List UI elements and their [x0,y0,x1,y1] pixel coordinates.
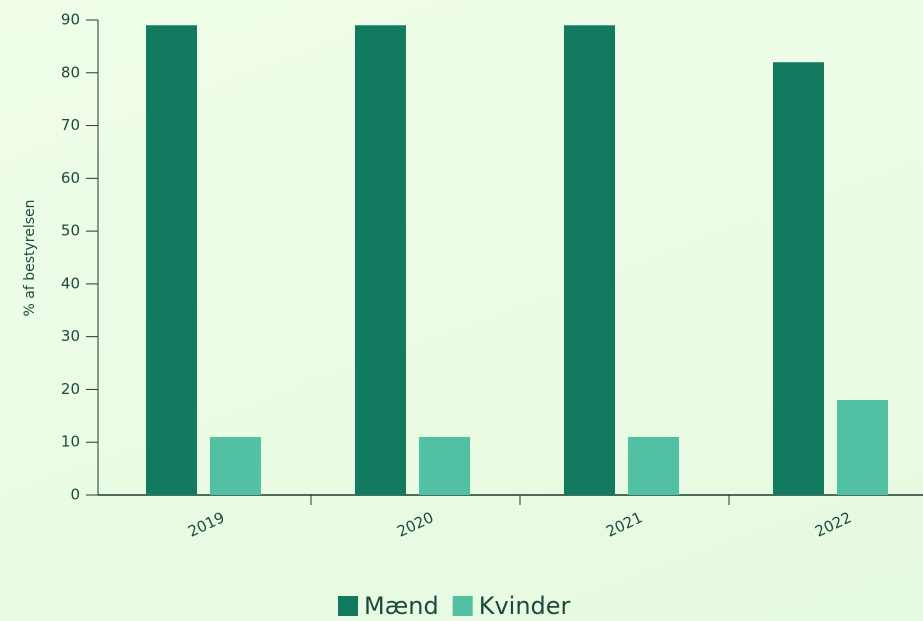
bar [355,25,406,496]
legend-label: Kvinder [479,592,571,620]
y-tick-label: 0 [70,486,80,504]
bar [210,436,261,495]
x-tick-label: 2019 [185,508,227,540]
bar [419,436,470,495]
bar [773,62,824,495]
legend-swatch [338,596,358,616]
bar [564,25,615,496]
legend-swatch [452,596,473,616]
y-tick-label: 60 [61,169,80,187]
y-tick-label: 30 [61,327,80,345]
y-tick-label: 10 [61,433,80,451]
y-tick-label: 50 [61,222,80,240]
bar [146,25,197,496]
legend-label: Mænd [364,592,439,620]
y-tick-label: 20 [61,380,80,398]
y-tick-label: 90 [61,11,80,29]
bar [628,436,679,495]
y-tick-label: 40 [61,274,80,292]
x-tick-label: 2022 [812,508,854,540]
x-tick-label: 2020 [394,508,436,540]
y-tick-label: 70 [61,116,80,134]
bar [837,400,888,495]
y-tick-label: 80 [61,63,80,81]
x-tick-label: 2021 [603,508,645,540]
y-axis-label: % af bestyrelsen [22,199,38,316]
